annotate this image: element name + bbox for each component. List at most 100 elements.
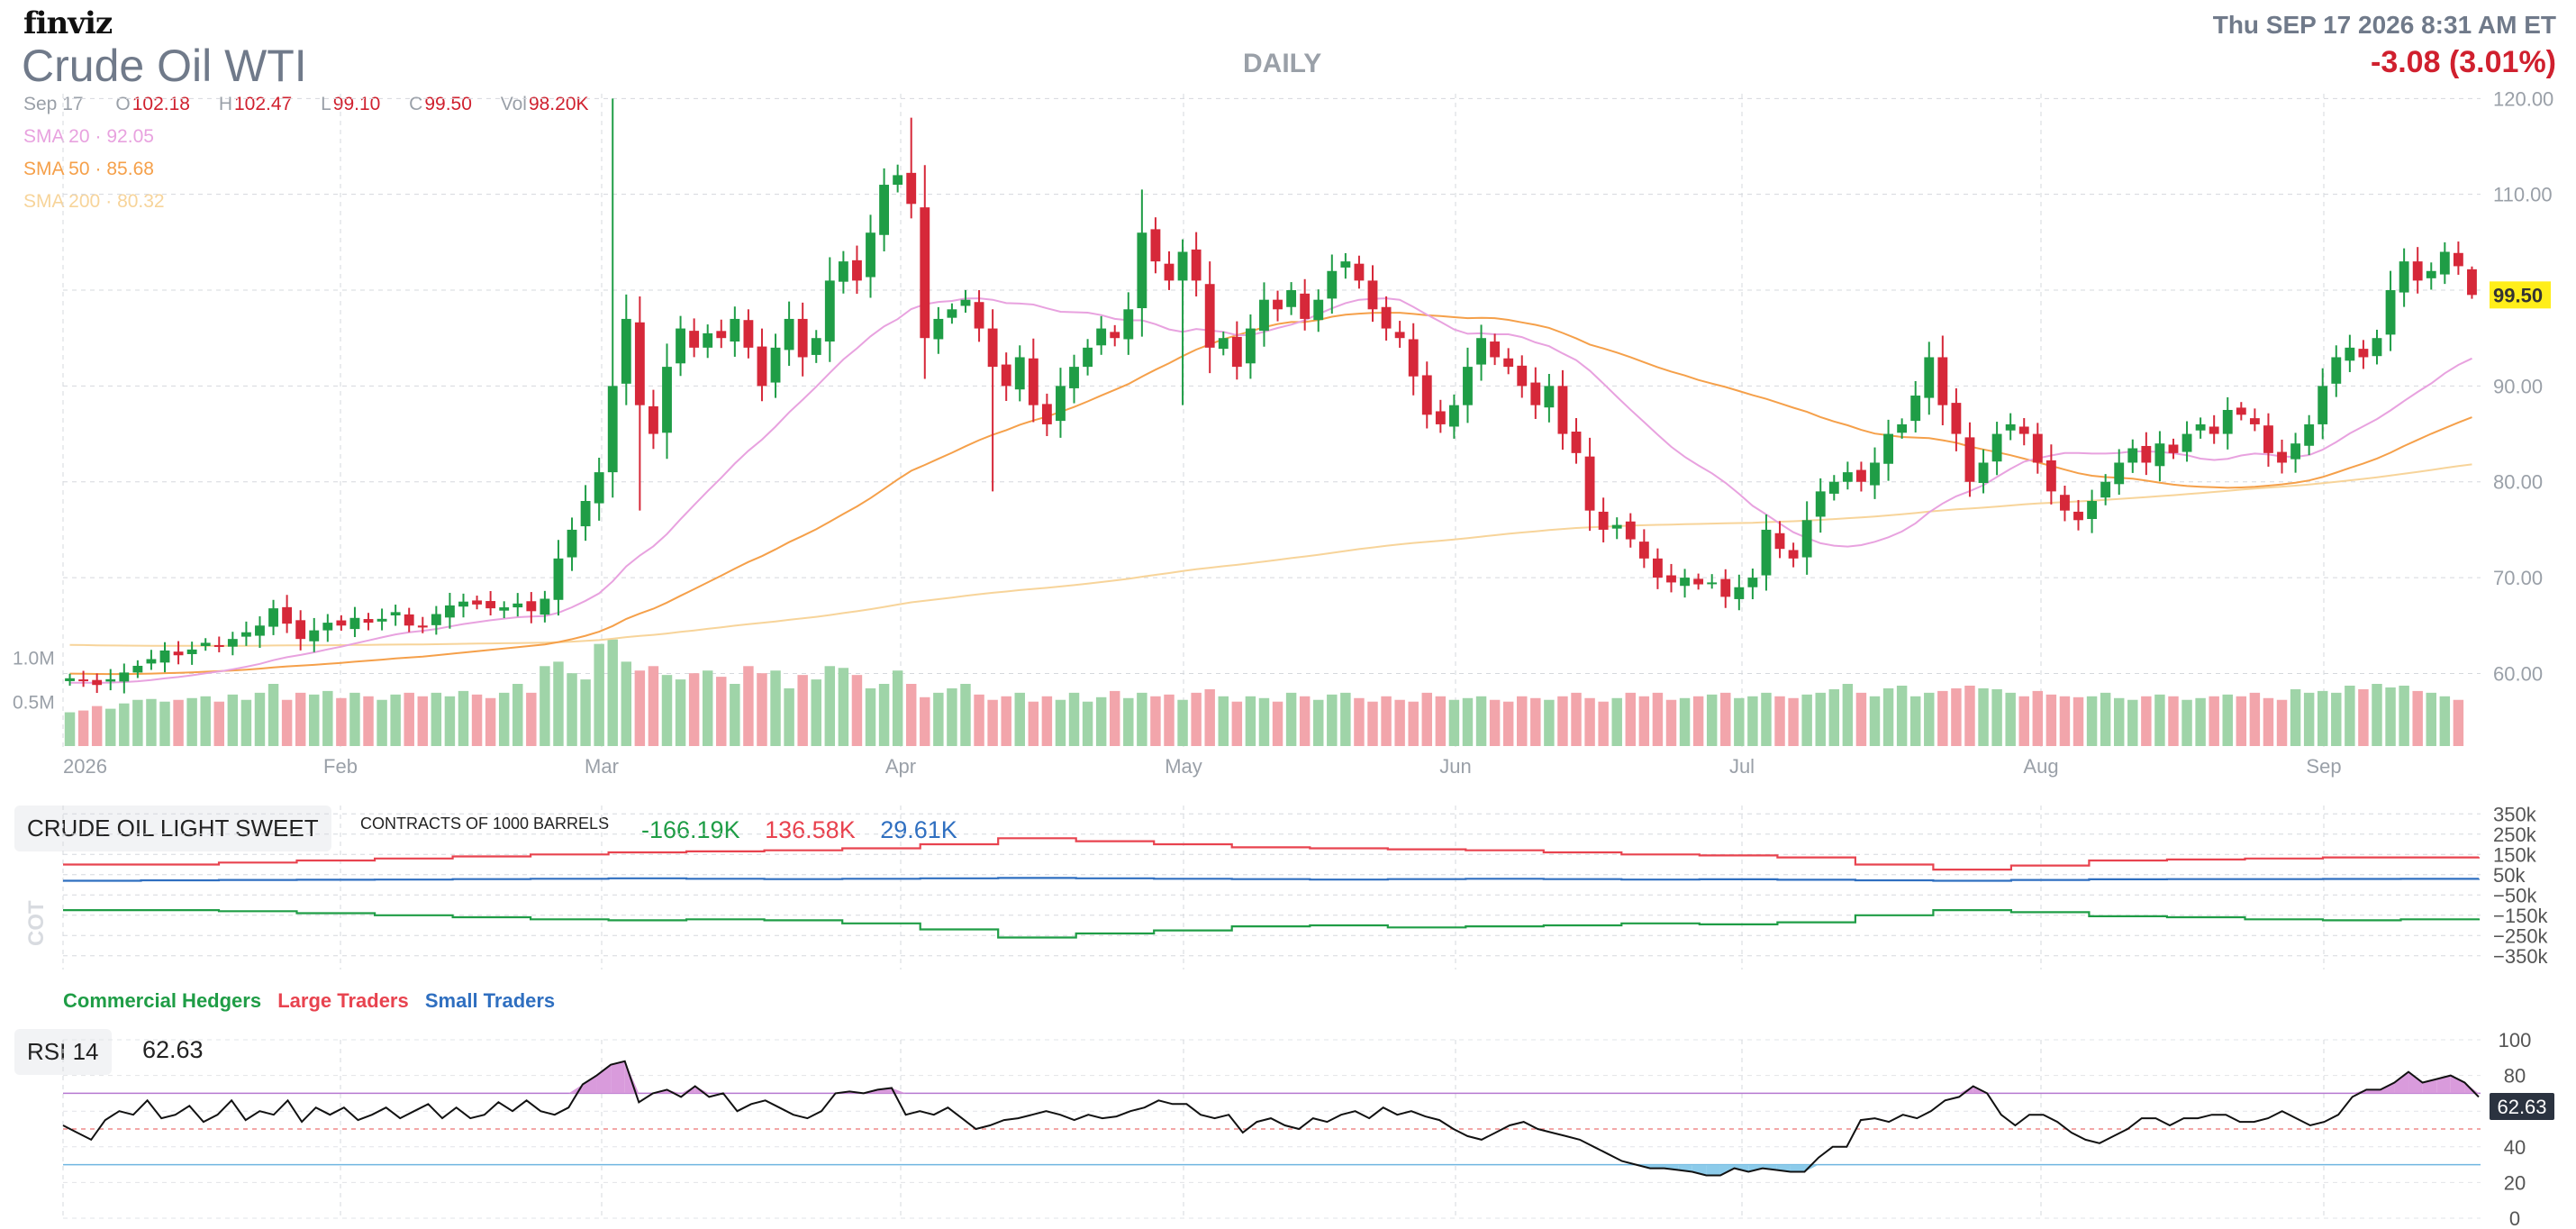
candle[interactable] — [119, 663, 130, 694]
candle[interactable] — [1476, 324, 1486, 381]
candle[interactable] — [1883, 419, 1893, 481]
candle[interactable] — [2181, 421, 2192, 462]
candle[interactable] — [1842, 461, 1853, 490]
candle[interactable] — [512, 593, 523, 617]
candle[interactable] — [1937, 335, 1948, 425]
candle[interactable] — [282, 595, 293, 633]
candle[interactable] — [1652, 548, 1663, 589]
candle[interactable] — [78, 670, 89, 687]
candle[interactable] — [255, 616, 265, 649]
candle[interactable] — [2453, 241, 2463, 275]
candle[interactable] — [1110, 324, 1120, 347]
candle[interactable] — [1530, 367, 1541, 419]
candle[interactable] — [2100, 474, 2111, 505]
candle[interactable] — [1910, 380, 1921, 432]
candle[interactable] — [132, 660, 143, 678]
candle[interactable] — [1313, 289, 1324, 332]
candle[interactable] — [1056, 368, 1066, 438]
rsi-chart[interactable]: 100 80 40 20 0 62.63 — [0, 1022, 2576, 1229]
candle[interactable] — [1598, 497, 1609, 542]
candle[interactable] — [1367, 265, 1378, 323]
candle[interactable] — [1327, 254, 1338, 314]
candle[interactable] — [703, 324, 713, 359]
candle[interactable] — [1028, 338, 1039, 423]
candle[interactable] — [1218, 331, 1229, 356]
candle[interactable] — [1273, 290, 1283, 322]
candle[interactable] — [390, 605, 401, 626]
candle[interactable] — [2073, 499, 2083, 531]
candle[interactable] — [1259, 282, 1269, 347]
candle[interactable] — [2412, 247, 2423, 294]
candle[interactable] — [1978, 449, 1989, 494]
candle[interactable] — [363, 613, 374, 631]
candle[interactable] — [1394, 321, 1405, 348]
candle[interactable] — [2168, 438, 2179, 460]
legend-small-traders[interactable]: Small Traders — [424, 989, 556, 1012]
candle[interactable] — [607, 98, 618, 498]
candle[interactable] — [1381, 296, 1392, 341]
candle[interactable] — [866, 214, 875, 298]
candle[interactable] — [1300, 278, 1311, 331]
candle[interactable] — [906, 117, 917, 219]
candle[interactable] — [2032, 423, 2043, 474]
timeframe-label[interactable]: DAILY — [1243, 49, 1322, 78]
candle[interactable] — [2372, 329, 2382, 365]
candle[interactable] — [1638, 529, 1649, 569]
candle[interactable] — [987, 309, 998, 492]
candle[interactable] — [621, 294, 631, 405]
candle[interactable] — [1964, 422, 1975, 497]
candle[interactable] — [1571, 418, 1582, 464]
candle[interactable] — [1666, 563, 1676, 593]
candle[interactable] — [1680, 569, 1690, 598]
candle[interactable] — [1354, 255, 1365, 289]
candle[interactable] — [933, 306, 944, 354]
candle[interactable] — [376, 608, 387, 631]
candle[interactable] — [2018, 418, 2029, 446]
candle[interactable] — [784, 301, 794, 367]
candle[interactable] — [268, 599, 278, 635]
candle[interactable] — [1448, 394, 1459, 439]
candle[interactable] — [1801, 501, 1812, 575]
candle[interactable] — [227, 632, 238, 656]
candle[interactable] — [2263, 413, 2273, 467]
candle[interactable] — [1001, 352, 1011, 401]
candle[interactable] — [349, 606, 360, 638]
candle[interactable] — [1069, 354, 1079, 404]
candle[interactable] — [1083, 339, 1093, 376]
candle[interactable] — [1408, 323, 1419, 396]
candle[interactable] — [1123, 292, 1134, 355]
candle[interactable] — [309, 617, 320, 652]
candle[interactable] — [797, 302, 808, 377]
candle[interactable] — [499, 601, 510, 619]
candle[interactable] — [295, 610, 306, 651]
candle[interactable] — [893, 164, 903, 193]
candle[interactable] — [634, 296, 645, 511]
candle[interactable] — [676, 315, 685, 377]
candle[interactable] — [960, 289, 971, 314]
candle[interactable] — [2385, 270, 2396, 351]
candle[interactable] — [1924, 341, 1935, 415]
candle[interactable] — [1693, 573, 1704, 590]
candle[interactable] — [649, 389, 658, 450]
candle[interactable] — [1991, 422, 2002, 476]
candle[interactable] — [485, 590, 496, 616]
candle[interactable] — [1177, 239, 1188, 405]
candle[interactable] — [662, 343, 672, 460]
candle[interactable] — [2467, 266, 2477, 299]
candle[interactable] — [1856, 461, 1866, 492]
candle[interactable] — [417, 616, 428, 633]
sma200-legend[interactable]: SMA 200 · 80.32 — [23, 191, 165, 212]
candle[interactable] — [553, 540, 564, 616]
candle[interactable] — [2045, 444, 2056, 505]
candle[interactable] — [1734, 574, 1745, 611]
candle[interactable] — [213, 636, 224, 652]
candle[interactable] — [444, 592, 455, 629]
candle[interactable] — [811, 330, 821, 363]
candle[interactable] — [1761, 514, 1772, 591]
candle[interactable] — [1231, 321, 1242, 380]
candle[interactable] — [240, 621, 251, 646]
candle[interactable] — [1340, 252, 1351, 279]
candle[interactable] — [1897, 418, 1908, 439]
candle[interactable] — [1747, 568, 1758, 600]
